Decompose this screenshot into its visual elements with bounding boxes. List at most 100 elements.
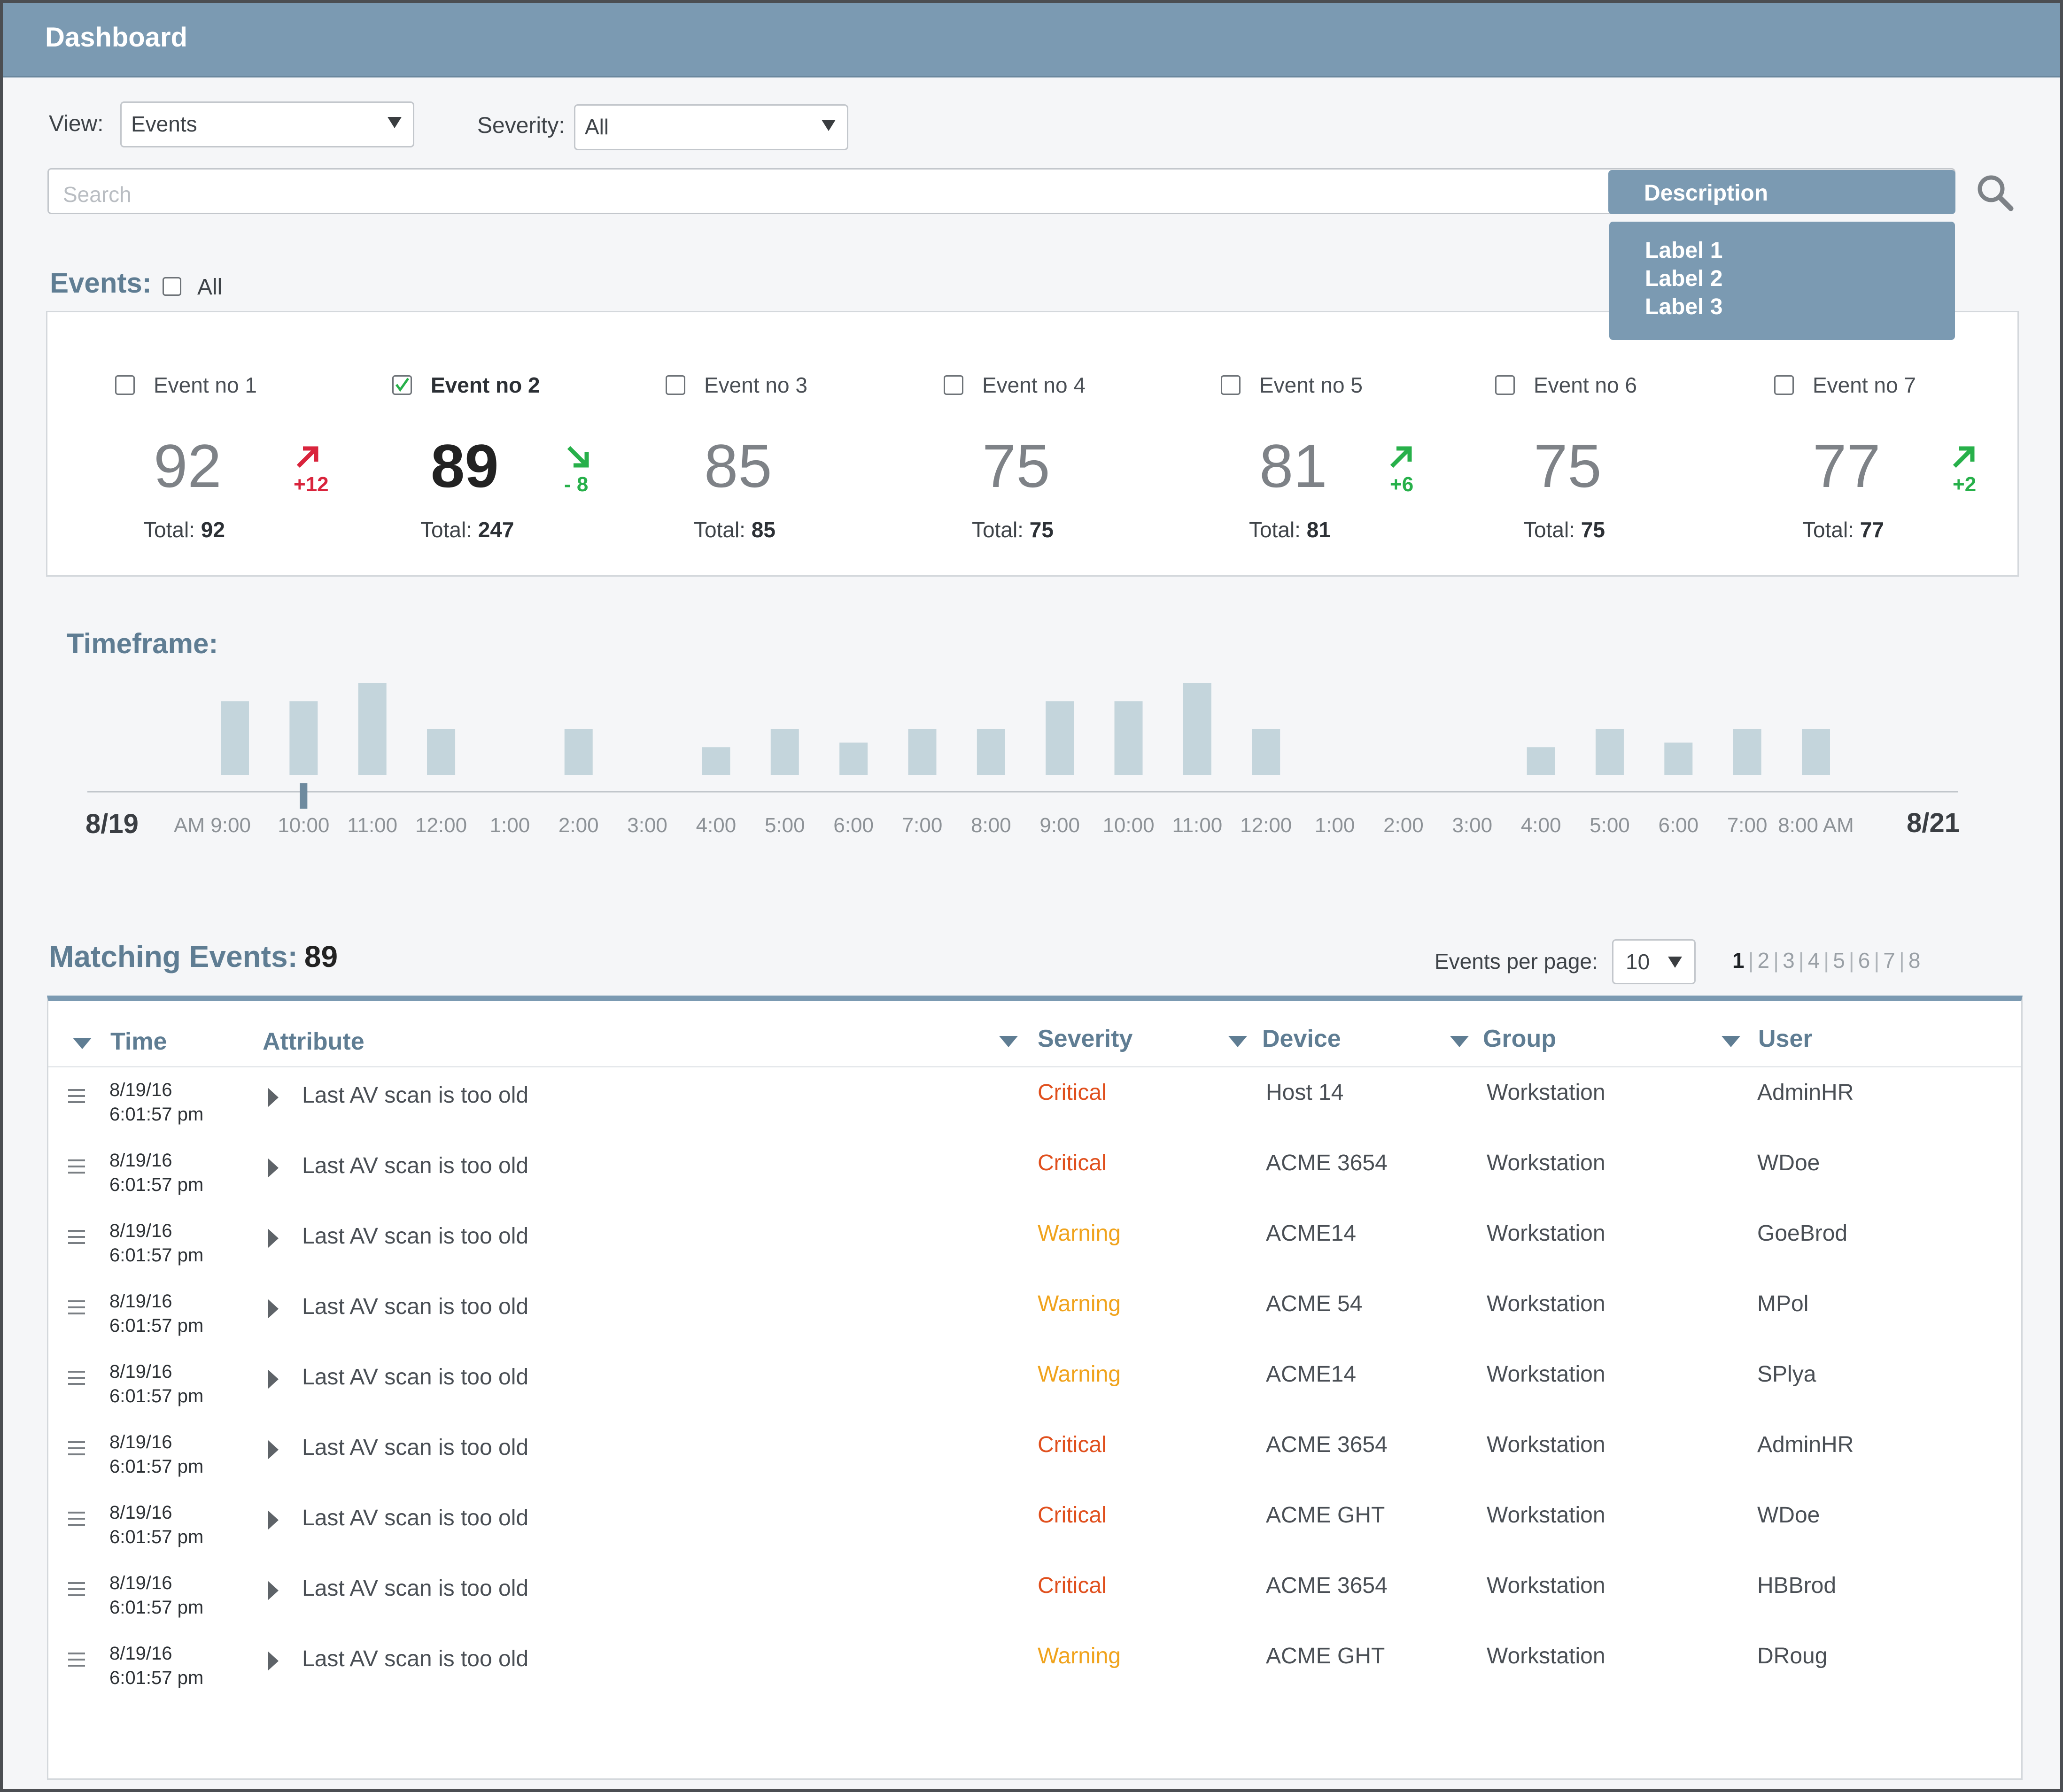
all-events-checkbox[interactable]: [163, 277, 181, 296]
table-row[interactable]: 8/19/16 6:01:57 pm Last AV scan is too old…: [48, 1066, 2021, 1136]
event-total-value: 75: [1029, 518, 1054, 542]
pagination-page-7[interactable]: 7: [1883, 948, 1895, 973]
event-checkbox[interactable]: [115, 375, 135, 395]
sort-user-icon[interactable]: [1722, 1036, 1740, 1047]
event-total: Total: 75: [972, 517, 1054, 542]
row-menu-icon[interactable]: [68, 1512, 85, 1526]
expand-row-icon[interactable]: [268, 1652, 279, 1670]
events-per-page-select[interactable]: 10: [1612, 939, 1696, 984]
row-menu-icon[interactable]: [68, 1441, 85, 1455]
events-per-page-value: 10: [1626, 950, 1650, 974]
event-card: Event no 1 92 +12 Total: 92: [115, 312, 378, 575]
row-menu-icon[interactable]: [68, 1089, 85, 1103]
view-label: View:: [49, 111, 104, 136]
row-clock: 6:01:57 pm: [109, 1456, 204, 1477]
pagination-page-2[interactable]: 2: [1757, 948, 1770, 973]
pagination-page-4[interactable]: 4: [1807, 948, 1820, 973]
search-scope-option[interactable]: Label 1: [1645, 238, 1723, 263]
expand-row-icon[interactable]: [268, 1581, 279, 1600]
trend-up-icon: [296, 446, 318, 468]
event-count: 81: [1259, 432, 1327, 500]
pagination-page-1[interactable]: 1: [1732, 948, 1745, 973]
event-total-label: Total:: [143, 518, 195, 542]
search-scope-label: Description: [1644, 181, 1768, 206]
search-scope-dropdown[interactable]: Description: [1608, 170, 1955, 214]
event-total-value: 77: [1860, 518, 1884, 542]
column-header-time[interactable]: Time: [110, 1028, 167, 1055]
search-scope-option[interactable]: Label 3: [1645, 294, 1723, 319]
event-card: Event no 2 89 - 8 Total: 247: [392, 312, 655, 575]
expand-row-icon[interactable]: [268, 1159, 279, 1177]
event-card: Event no 3 85 Total: 85: [666, 312, 929, 575]
timeframe-title: Timeframe:: [67, 628, 218, 659]
row-clock: 6:01:57 pm: [109, 1245, 204, 1266]
row-menu-icon[interactable]: [68, 1653, 85, 1667]
column-header-device[interactable]: Device: [1262, 1025, 1341, 1052]
expand-row-icon[interactable]: [268, 1229, 279, 1248]
row-menu-icon[interactable]: [68, 1300, 85, 1314]
column-header-user[interactable]: User: [1758, 1025, 1813, 1052]
trend-up-icon: [1390, 446, 1412, 468]
event-checkbox[interactable]: [944, 375, 963, 395]
severity-select[interactable]: All: [574, 104, 848, 150]
table-row[interactable]: 8/19/16 6:01:57 pm Last AV scan is too old…: [48, 1206, 2021, 1277]
sort-severity-icon[interactable]: [999, 1036, 1018, 1047]
table-row[interactable]: 8/19/16 6:01:57 pm Last AV scan is too old…: [48, 1277, 2021, 1347]
row-menu-icon[interactable]: [68, 1582, 85, 1596]
search-icon[interactable]: [1976, 174, 2014, 211]
row-date: 8/19/16: [109, 1220, 172, 1241]
search-scope-option[interactable]: Label 2: [1645, 266, 1723, 291]
event-checkbox[interactable]: [1774, 375, 1794, 395]
matching-events-label: Matching Events:: [49, 940, 298, 973]
expand-row-icon[interactable]: [268, 1511, 279, 1529]
row-menu-icon[interactable]: [68, 1159, 85, 1174]
event-checkbox[interactable]: [1221, 375, 1241, 395]
expand-row-icon[interactable]: [268, 1440, 279, 1459]
pagination-page-6[interactable]: 6: [1858, 948, 1870, 973]
column-header-severity[interactable]: Severity: [1038, 1025, 1133, 1052]
table-row[interactable]: 8/19/16 6:01:57 pm Last AV scan is too old…: [48, 1347, 2021, 1418]
pagination-page-5[interactable]: 5: [1833, 948, 1845, 973]
chevron-down-icon: [1668, 957, 1682, 968]
table-row[interactable]: 8/19/16 6:01:57 pm Last AV scan is too old…: [48, 1488, 2021, 1559]
row-group: Workstation: [1487, 1573, 1605, 1598]
expand-row-icon[interactable]: [268, 1370, 279, 1389]
table-row[interactable]: 8/19/16 6:01:57 pm Last AV scan is too old…: [48, 1629, 2021, 1699]
row-menu-icon[interactable]: [68, 1371, 85, 1385]
row-clock: 6:01:57 pm: [109, 1597, 204, 1618]
table-row[interactable]: 8/19/16 6:01:57 pm Last AV scan is too old…: [48, 1559, 2021, 1629]
event-count: 75: [1534, 432, 1602, 500]
pagination-page-8[interactable]: 8: [1908, 948, 1921, 973]
event-total: Total: 85: [694, 517, 776, 542]
event-checkbox[interactable]: [1495, 375, 1515, 395]
pagination-separator: |: [1798, 948, 1804, 973]
row-user: HBBrod: [1757, 1573, 1837, 1598]
event-checkbox[interactable]: [666, 375, 685, 395]
sort-time-icon[interactable]: [73, 1038, 92, 1049]
event-total-label: Total:: [972, 518, 1024, 542]
expand-row-icon[interactable]: [268, 1299, 279, 1318]
row-menu-icon[interactable]: [68, 1230, 85, 1244]
column-header-attribute[interactable]: Attribute: [263, 1028, 365, 1055]
row-user: WDoe: [1757, 1151, 1820, 1175]
trend-down-icon: [567, 446, 589, 468]
table-row[interactable]: 8/19/16 6:01:57 pm Last AV scan is too old…: [48, 1418, 2021, 1488]
event-total: Total: 92: [143, 517, 225, 542]
row-time: 8/19/16 6:01:57 pm: [109, 1641, 203, 1690]
pagination-separator: |: [1823, 948, 1830, 973]
row-severity: Critical: [1038, 1573, 1107, 1598]
view-select[interactable]: Events: [120, 101, 414, 147]
event-delta: - 8: [564, 473, 589, 496]
event-name: Event no 4: [982, 373, 1086, 397]
sort-group-icon[interactable]: [1450, 1036, 1469, 1047]
pagination-page-3[interactable]: 3: [1783, 948, 1795, 973]
search-scope-menu: Label 1 Label 2 Label 3: [1609, 222, 1955, 340]
sort-device-icon[interactable]: [1228, 1036, 1247, 1047]
event-checkbox[interactable]: [392, 375, 412, 395]
event-total: Total: 81: [1249, 517, 1331, 542]
expand-row-icon[interactable]: [268, 1088, 279, 1107]
table-row[interactable]: 8/19/16 6:01:57 pm Last AV scan is too old…: [48, 1136, 2021, 1206]
row-group: Workstation: [1487, 1644, 1605, 1668]
matching-events-heading: Matching Events: 89: [49, 939, 338, 974]
column-header-group[interactable]: Group: [1483, 1025, 1556, 1052]
